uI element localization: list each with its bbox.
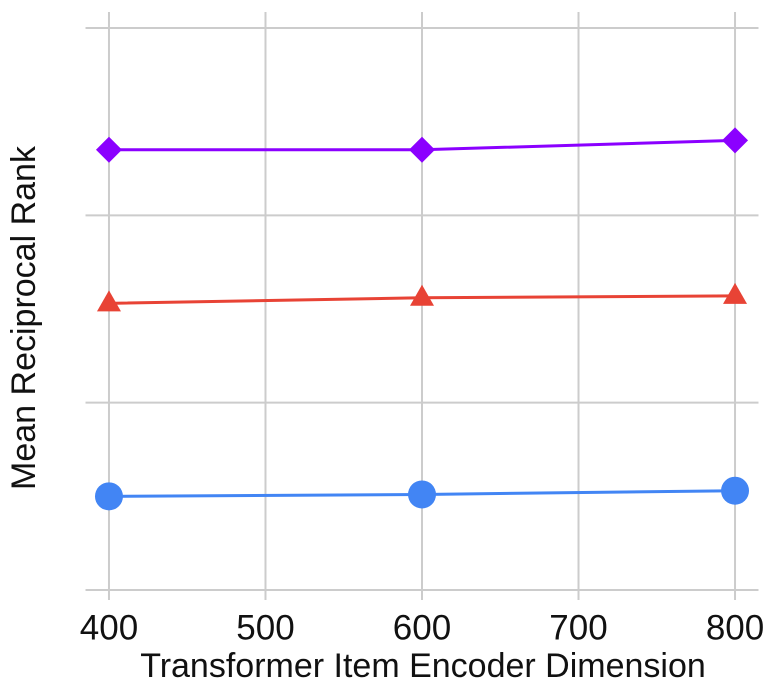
x-tick-label: 600 [393,608,451,647]
marker [410,284,434,306]
x-axis-label: Transformer Item Encoder Dimension [140,647,706,685]
marker [722,127,749,154]
x-tick-label: 700 [549,608,607,647]
y-axis-label: Mean Reciprocal Rank [5,145,43,490]
marker [721,476,750,505]
x-tick-label: 500 [236,608,294,647]
x-tick-label: 800 [706,608,764,647]
marker [409,136,435,163]
marker [96,290,121,312]
marker [95,136,122,163]
marker [723,282,748,304]
marker [94,482,123,511]
marker [408,480,436,509]
x-tick-label: 400 [80,608,138,647]
